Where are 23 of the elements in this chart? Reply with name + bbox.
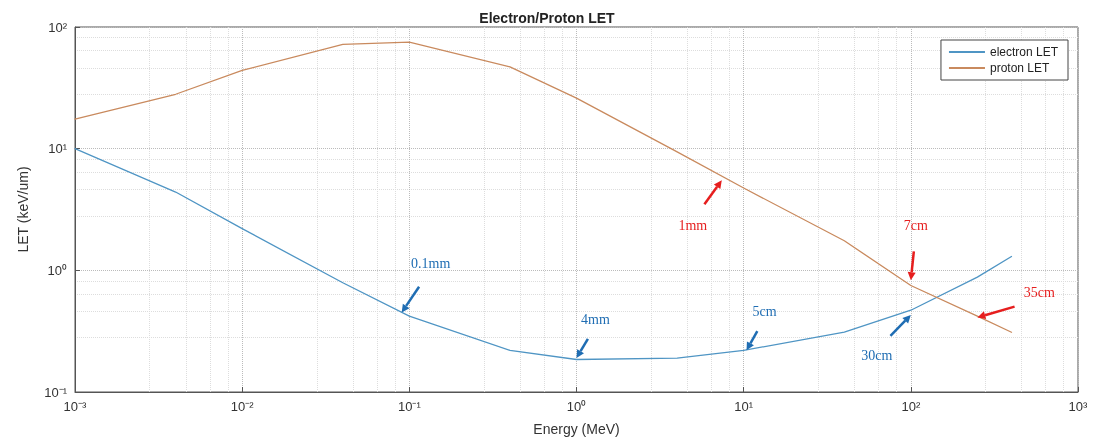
annotation: 4mm bbox=[581, 312, 610, 328]
y-axis-title: LET (keV/um) bbox=[15, 166, 31, 253]
y-tick-label: 10¹ bbox=[48, 141, 68, 157]
legend-label: electron LET bbox=[989, 45, 1059, 59]
y-tick-label: 10² bbox=[48, 19, 68, 35]
x-tick-label: 10¹ bbox=[734, 399, 754, 414]
annotation: 5cm bbox=[752, 304, 777, 320]
x-tick-label: 10⁻² bbox=[230, 399, 255, 414]
y-tick-label: 10⁰ bbox=[47, 262, 67, 278]
legend-label: proton LET bbox=[989, 61, 1050, 75]
annotation: 30cm bbox=[861, 347, 893, 363]
x-tick-label: 10⁰ bbox=[566, 399, 587, 414]
x-axis-title: Energy (MeV) bbox=[533, 421, 620, 437]
x-tick-label: 10² bbox=[901, 399, 921, 414]
x-tick-label: 10⁻³ bbox=[63, 399, 88, 414]
annotation: 0.1mm bbox=[411, 255, 451, 271]
x-tick-label: 10⁻¹ bbox=[397, 399, 422, 414]
chart-title: Electron/Proton LET bbox=[479, 10, 616, 26]
annotation: 7cm bbox=[903, 218, 928, 234]
annotation: 1mm bbox=[678, 218, 708, 234]
x-tick-label: 10³ bbox=[1068, 399, 1089, 414]
y-tick-label: 10⁻¹ bbox=[44, 384, 68, 400]
annotation: 35cm bbox=[1023, 285, 1056, 301]
